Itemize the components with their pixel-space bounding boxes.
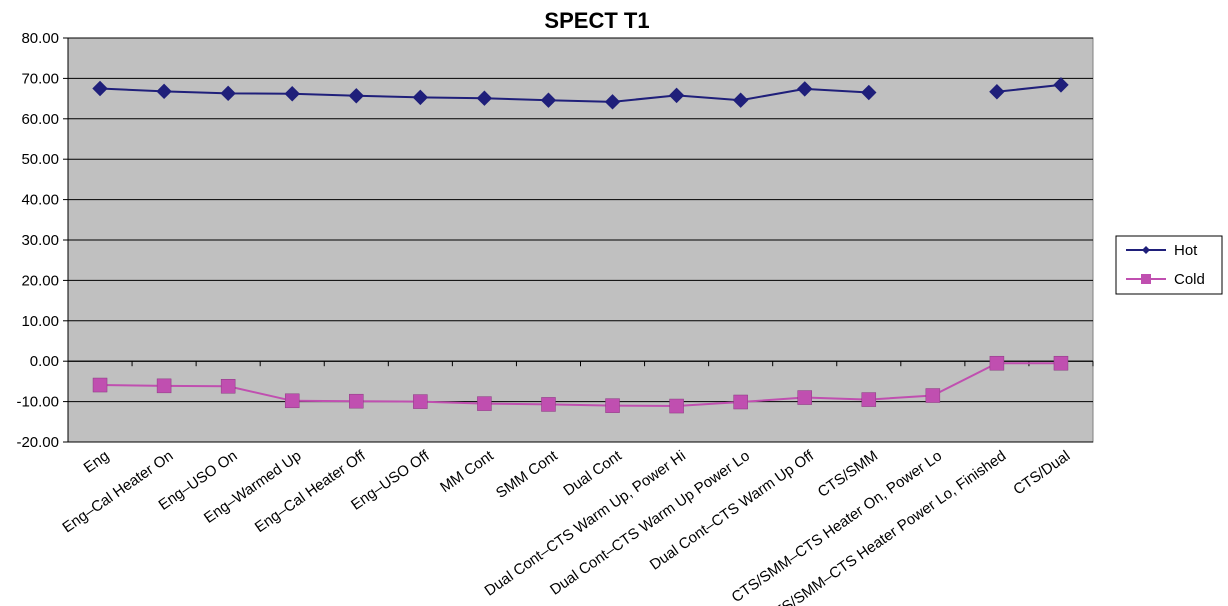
data-point-cold bbox=[284, 393, 300, 409]
series-layer bbox=[92, 77, 1069, 414]
x-tick-label: SMM Cont bbox=[493, 447, 561, 502]
y-tick-label: 10.00 bbox=[21, 313, 59, 330]
data-point-hot bbox=[476, 90, 493, 106]
y-tick-label: 20.00 bbox=[21, 272, 59, 289]
y-tick-label: -20.00 bbox=[16, 434, 59, 451]
data-point-cold bbox=[220, 378, 236, 394]
data-point-hot bbox=[668, 87, 685, 104]
data-point-hot bbox=[92, 80, 108, 97]
data-point-hot bbox=[732, 92, 749, 108]
data-point-hot bbox=[861, 84, 877, 101]
series-cold bbox=[92, 355, 1069, 414]
data-point-cold bbox=[156, 378, 172, 394]
data-point-cold bbox=[669, 398, 684, 414]
chart-title: SPECT T1 bbox=[544, 8, 649, 33]
y-tick-label: 50.00 bbox=[21, 151, 59, 168]
data-point-hot bbox=[1053, 77, 1069, 93]
data-point-hot bbox=[284, 86, 300, 102]
data-point-cold bbox=[1053, 355, 1069, 371]
data-point-cold bbox=[541, 397, 556, 412]
data-point-cold bbox=[349, 393, 364, 409]
y-tick-label: 30.00 bbox=[21, 232, 59, 249]
data-point-hot bbox=[989, 84, 1005, 100]
data-point-hot bbox=[348, 88, 364, 104]
data-point-cold bbox=[861, 392, 877, 407]
y-tick-label: 70.00 bbox=[21, 70, 59, 87]
legend-marker-cold bbox=[1141, 274, 1151, 284]
y-tick-label: 80.00 bbox=[21, 30, 59, 47]
x-tick-label: CTS/Dual bbox=[1010, 447, 1073, 498]
series-line-cold bbox=[100, 362, 1061, 408]
legend: Hot Cold bbox=[1115, 235, 1223, 295]
y-axis: 80.00 70.00 60.00 50.00 40.00 30.00 20.00 10.00… bbox=[16, 30, 69, 451]
x-tick-label: Eng–Cal Heater On bbox=[59, 447, 176, 536]
data-point-cold bbox=[989, 355, 1005, 371]
y-tick-label: 60.00 bbox=[21, 111, 59, 128]
y-tick-label: 40.00 bbox=[21, 192, 59, 209]
data-point-hot bbox=[412, 89, 429, 106]
data-point-hot bbox=[797, 81, 813, 97]
data-point-hot bbox=[604, 94, 621, 110]
legend-label-cold: Cold bbox=[1174, 271, 1205, 288]
data-point-cold bbox=[477, 396, 492, 411]
data-point-hot bbox=[540, 92, 557, 108]
data-point-cold bbox=[733, 394, 748, 410]
x-tick-label: Eng bbox=[81, 447, 113, 476]
series-line-hot bbox=[996, 83, 1062, 93]
data-point-cold bbox=[413, 394, 428, 409]
data-point-cold bbox=[925, 388, 941, 403]
y-tick-label: 0.00 bbox=[30, 353, 59, 370]
y-tick-label: -10.00 bbox=[16, 394, 59, 411]
data-point-cold bbox=[605, 398, 620, 413]
x-tick-label: Eng–Cal Heater Off bbox=[252, 447, 369, 536]
legend-marker-hot bbox=[1142, 246, 1150, 254]
series-hot bbox=[92, 77, 1069, 110]
data-point-hot bbox=[156, 83, 172, 100]
data-point-hot bbox=[220, 85, 236, 102]
x-tick-label: MM Cont bbox=[437, 447, 497, 496]
legend-label-hot: Hot bbox=[1174, 242, 1198, 259]
data-point-cold bbox=[92, 377, 108, 393]
legend-box bbox=[1115, 235, 1223, 295]
data-point-cold bbox=[797, 390, 812, 405]
